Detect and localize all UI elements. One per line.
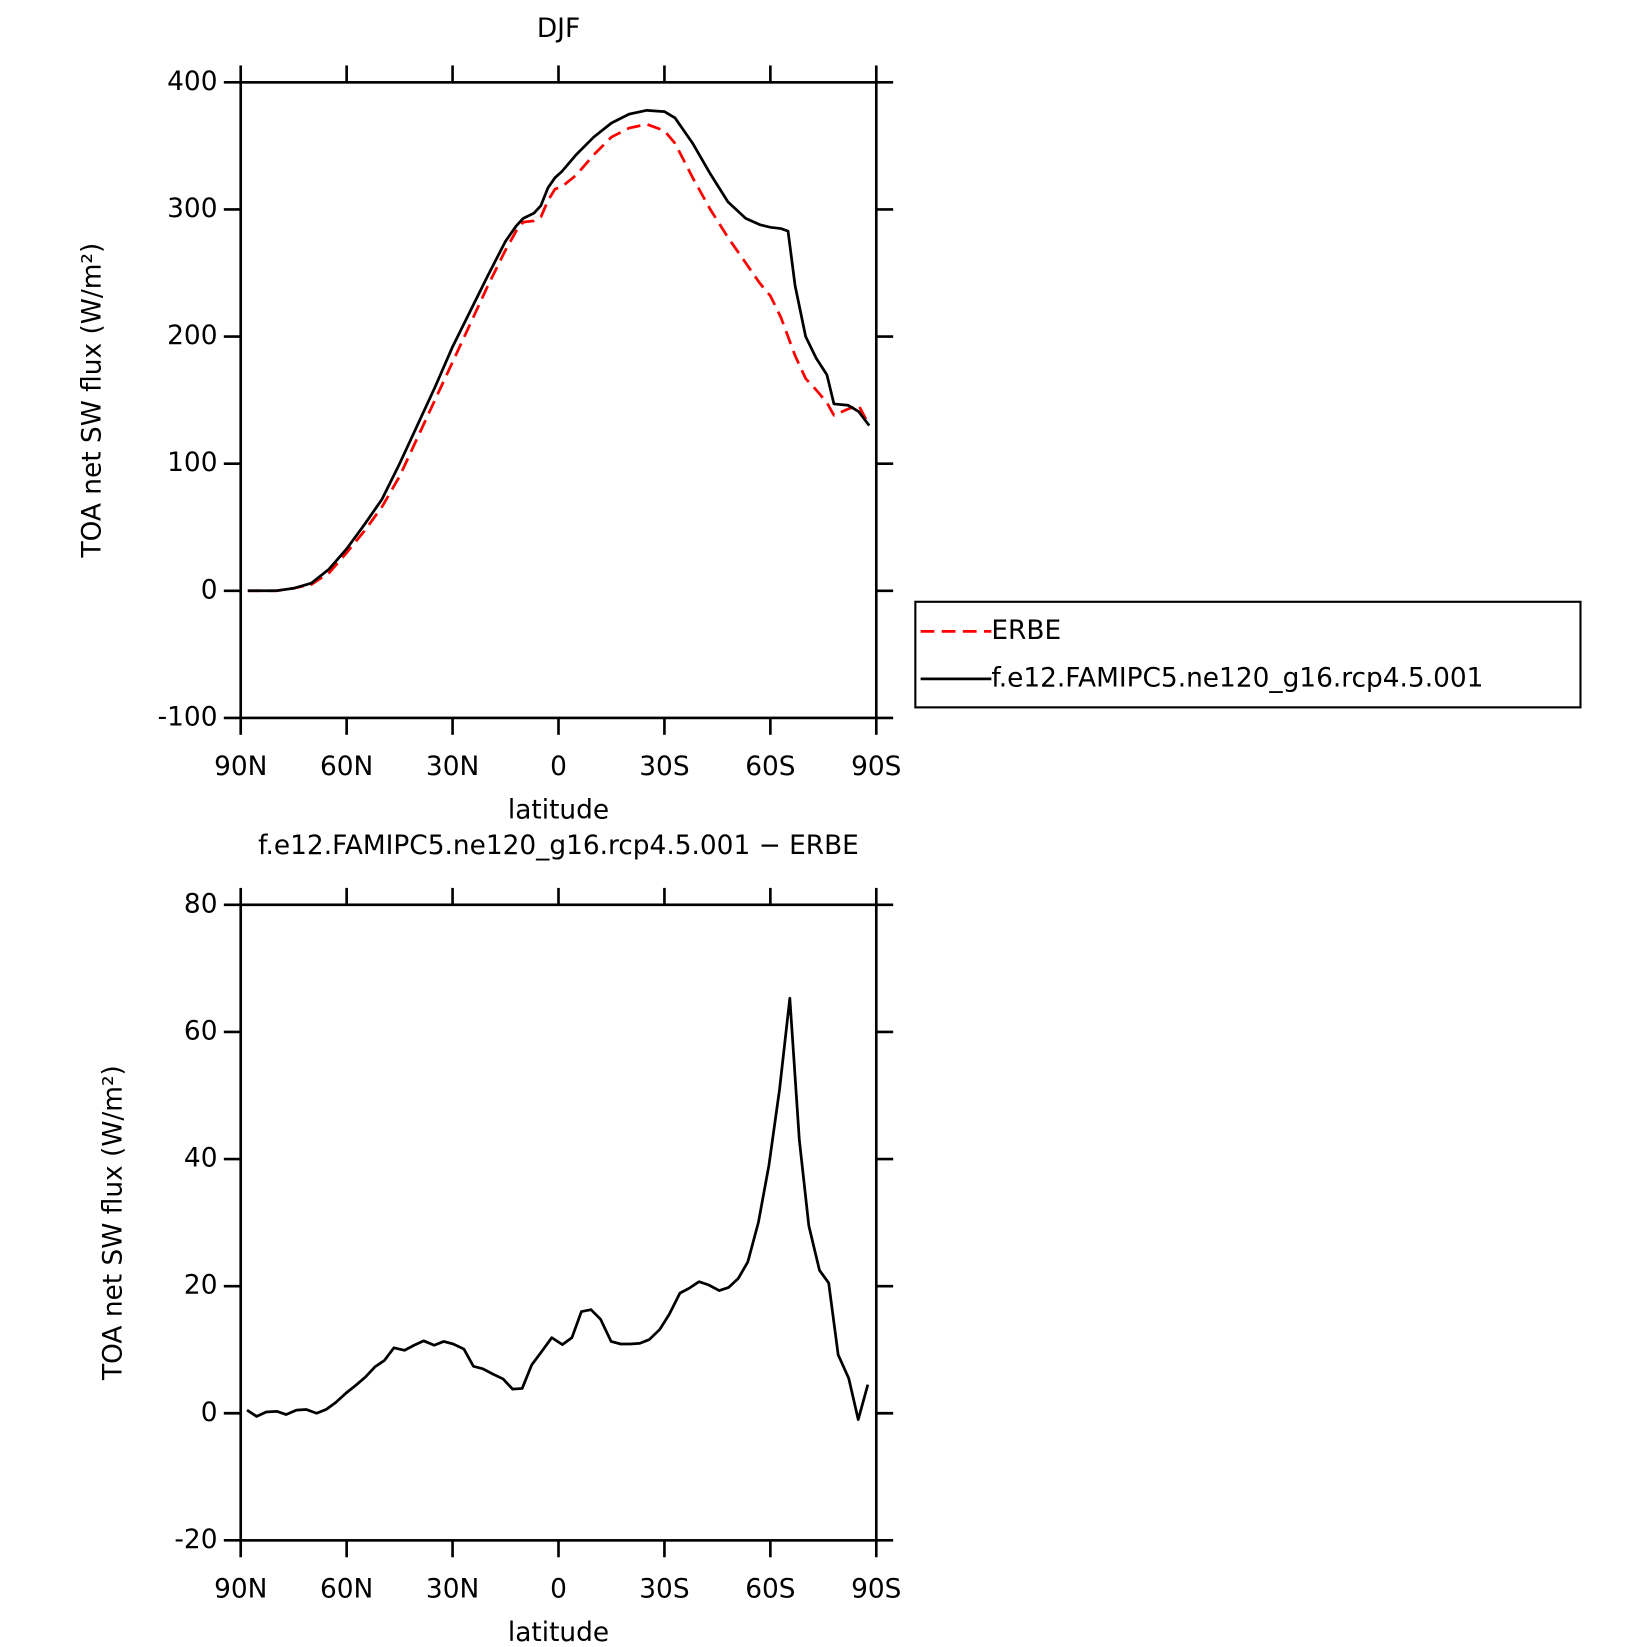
legend-label: f.e12.FAMIPC5.ne120_g16.rcp4.5.001 (991, 663, 1483, 693)
series-line (247, 122, 871, 593)
x-tick-label: 90S (851, 1574, 901, 1604)
plot-frame (239, 81, 878, 720)
x-tick-label: 0 (550, 1574, 567, 1604)
y-tick-label: 200 (167, 321, 217, 351)
x-tick-label: 30N (426, 1574, 479, 1604)
y-axis-label: TOA net SW flux (W/m²) (77, 243, 107, 559)
y-tick-label: 20 (184, 1271, 218, 1301)
x-tick-label: 60N (320, 1574, 373, 1604)
x-tick-label: 0 (550, 752, 567, 782)
x-tick-label: 90S (851, 752, 901, 782)
legend-box (914, 600, 1582, 709)
x-tick-label: 30S (639, 1574, 689, 1604)
y-tick-label: 80 (184, 889, 218, 919)
x-tick-label: 60S (745, 1574, 795, 1604)
x-tick-label: 60S (745, 752, 795, 782)
y-tick-label: 60 (184, 1016, 218, 1046)
y-tick-label: 0 (201, 1398, 218, 1428)
series-line (247, 108, 871, 593)
x-tick-label: 90N (214, 1574, 267, 1604)
x-axis-label: latitude (508, 1618, 609, 1647)
y-tick-label: -100 (158, 702, 218, 732)
y-tick-label: 300 (167, 194, 217, 224)
x-axis-label: latitude (508, 795, 609, 825)
chart-title: DJF (537, 14, 580, 44)
y-tick-label: 40 (184, 1144, 218, 1174)
legend-label: ERBE (991, 616, 1061, 646)
plot-frame (239, 903, 878, 1542)
x-tick-label: 30S (639, 752, 689, 782)
chart-title: f.e12.FAMIPC5.ne120_g16.rcp4.5.001 − ERB… (258, 831, 859, 861)
x-tick-label: 90N (214, 752, 267, 782)
y-tick-label: 400 (167, 67, 217, 97)
x-tick-label: 60N (320, 752, 373, 782)
y-tick-label: 100 (167, 448, 217, 478)
y-tick-label: 0 (201, 575, 218, 605)
x-tick-label: 30N (426, 752, 479, 782)
series-line (246, 996, 870, 1421)
y-axis-label: TOA net SW flux (W/m²) (99, 1065, 129, 1381)
y-tick-label: -20 (174, 1525, 217, 1555)
